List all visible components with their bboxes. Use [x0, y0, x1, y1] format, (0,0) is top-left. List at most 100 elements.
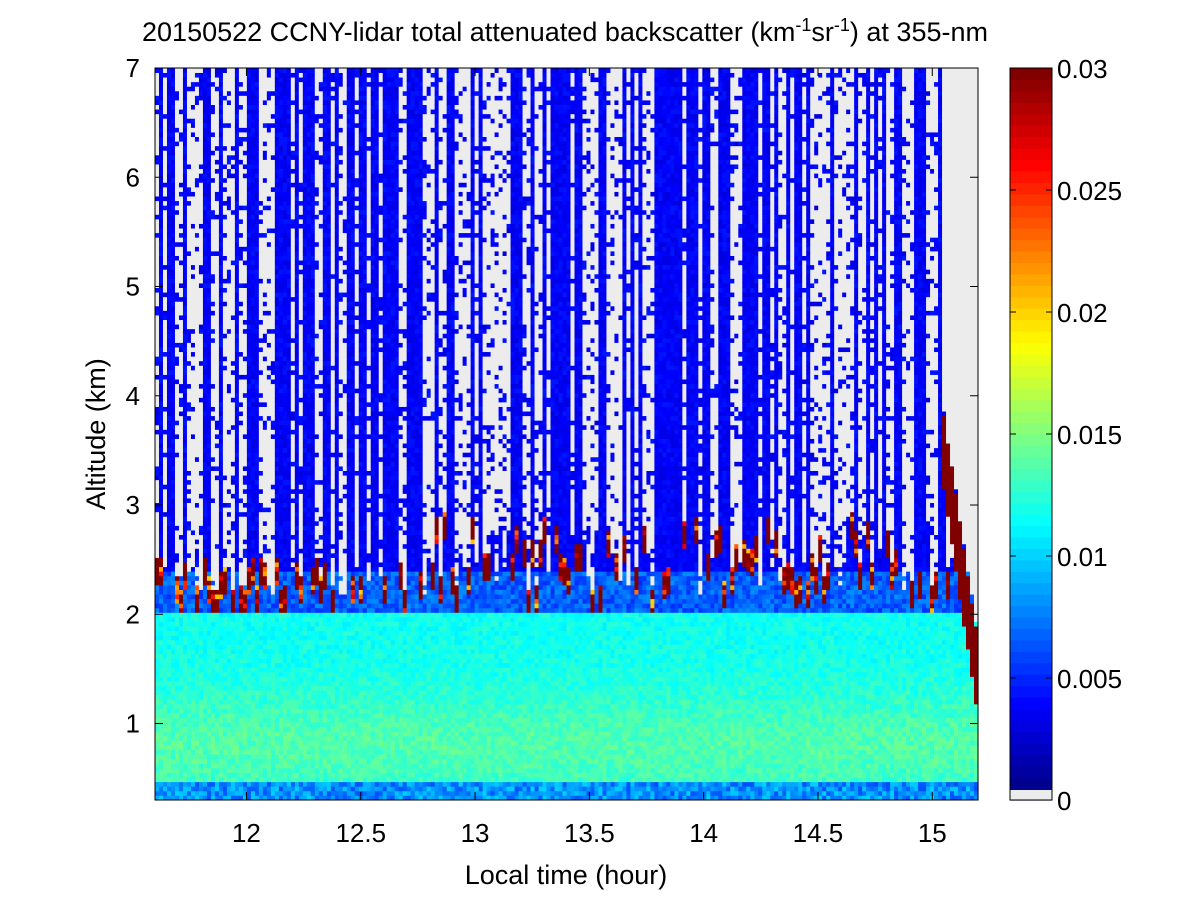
heatmap-cell: [306, 86, 312, 92]
heatmap-cell: [298, 694, 304, 700]
heatmap-cell: [246, 154, 252, 160]
heatmap-cell: [306, 283, 312, 288]
heatmap-cell: [314, 264, 320, 270]
heatmap-cell: [182, 283, 188, 288]
heatmap-cell: [310, 186, 316, 192]
heatmap-cell: [162, 763, 168, 773]
heatmap-cell: [206, 548, 212, 554]
heatmap-cell: [246, 255, 252, 261]
heatmap-cell: [202, 740, 208, 746]
heatmap-cell: [210, 154, 216, 179]
heatmap-cell: [310, 278, 316, 284]
heatmap-cell: [158, 228, 164, 234]
heatmap-cell: [242, 479, 248, 485]
heatmap-cell: [158, 301, 164, 307]
heatmap-cell: [282, 232, 288, 238]
heatmap-cell: [306, 653, 312, 659]
heatmap-cell: [258, 342, 264, 348]
heatmap-cell: [182, 498, 188, 504]
heatmap-cell: [258, 781, 264, 787]
heatmap-cell: [250, 81, 256, 87]
heatmap-cell: [166, 639, 172, 645]
heatmap-cell: [254, 342, 260, 348]
heatmap-cell: [282, 104, 288, 110]
heatmap-cell: [286, 745, 292, 751]
heatmap-cell: [166, 292, 172, 298]
heatmap-cell: [182, 461, 188, 467]
heatmap-cell: [230, 745, 236, 751]
heatmap-cell: [246, 324, 252, 330]
heatmap-cell: [270, 95, 276, 115]
heatmap-cell: [254, 607, 260, 613]
heatmap-cell: [250, 113, 256, 119]
heatmap-cell: [294, 283, 300, 288]
heatmap-cell: [250, 218, 256, 224]
heatmap-cell: [158, 571, 164, 577]
heatmap-cell: [214, 548, 220, 590]
heatmap-cell: [254, 369, 260, 375]
heatmap-cell: [286, 443, 292, 449]
heatmap-cell: [210, 694, 216, 700]
heatmap-cell: [226, 68, 232, 92]
heatmap-cell: [298, 594, 304, 600]
heatmap-cell: [242, 539, 248, 545]
heatmap-cell: [278, 186, 284, 192]
heatmap-cell: [214, 196, 220, 202]
heatmap-cell: [246, 301, 252, 307]
heatmap-cell: [158, 456, 164, 462]
heatmap-cell: [254, 232, 260, 238]
heatmap-cell: [158, 196, 164, 202]
heatmap-cell: [158, 159, 164, 165]
heatmap-cell: [174, 241, 180, 247]
heatmap-cell: [250, 292, 256, 298]
heatmap-cell: [155, 310, 160, 316]
heatmap-cell: [194, 72, 200, 78]
heatmap-cell: [274, 315, 280, 321]
heatmap-cell: [206, 296, 212, 302]
heatmap-cell: [278, 630, 284, 636]
heatmap-cell: [206, 141, 212, 147]
heatmap-cell: [206, 351, 212, 357]
heatmap-cell: [314, 635, 320, 641]
heatmap-cell: [302, 392, 308, 398]
heatmap-cell: [182, 383, 188, 389]
heatmap-cell: [198, 388, 204, 398]
heatmap-cell: [250, 241, 256, 247]
heatmap-cell: [286, 324, 292, 330]
heatmap-cell: [318, 479, 324, 485]
heatmap-cell: [158, 164, 164, 170]
heatmap-cell: [274, 699, 280, 705]
heatmap-cell: [242, 795, 248, 801]
heatmap-cell: [278, 470, 284, 476]
heatmap-cell: [230, 699, 236, 705]
heatmap-cell: [258, 703, 264, 709]
heatmap-cell: [170, 109, 176, 115]
heatmap-cell: [218, 301, 224, 307]
heatmap-cell: [166, 122, 172, 133]
heatmap-cell: [178, 351, 184, 385]
heatmap-cell: [186, 767, 192, 773]
heatmap-cell: [282, 109, 288, 115]
heatmap-cell: [218, 671, 224, 677]
heatmap-cell: [226, 584, 232, 590]
heatmap-cell: [158, 777, 164, 783]
heatmap-cell: [274, 662, 280, 668]
heatmap-cell: [298, 584, 304, 590]
heatmap-cell: [234, 562, 240, 568]
heatmap-cell: [178, 781, 184, 787]
heatmap-cell: [155, 479, 160, 504]
heatmap-cell: [222, 790, 228, 796]
heatmap-cell: [250, 278, 256, 284]
heatmap-cell: [262, 731, 268, 737]
heatmap-cell: [234, 420, 240, 426]
heatmap-cell: [302, 228, 308, 234]
heatmap-cell: [286, 617, 292, 622]
heatmap-cell: [182, 635, 188, 641]
heatmap-cell: [166, 502, 172, 508]
heatmap-cell: [242, 790, 248, 796]
heatmap-cell: [178, 401, 184, 407]
heatmap-cell: [170, 127, 176, 133]
heatmap-cell: [198, 72, 204, 78]
heatmap-cell: [238, 658, 244, 664]
